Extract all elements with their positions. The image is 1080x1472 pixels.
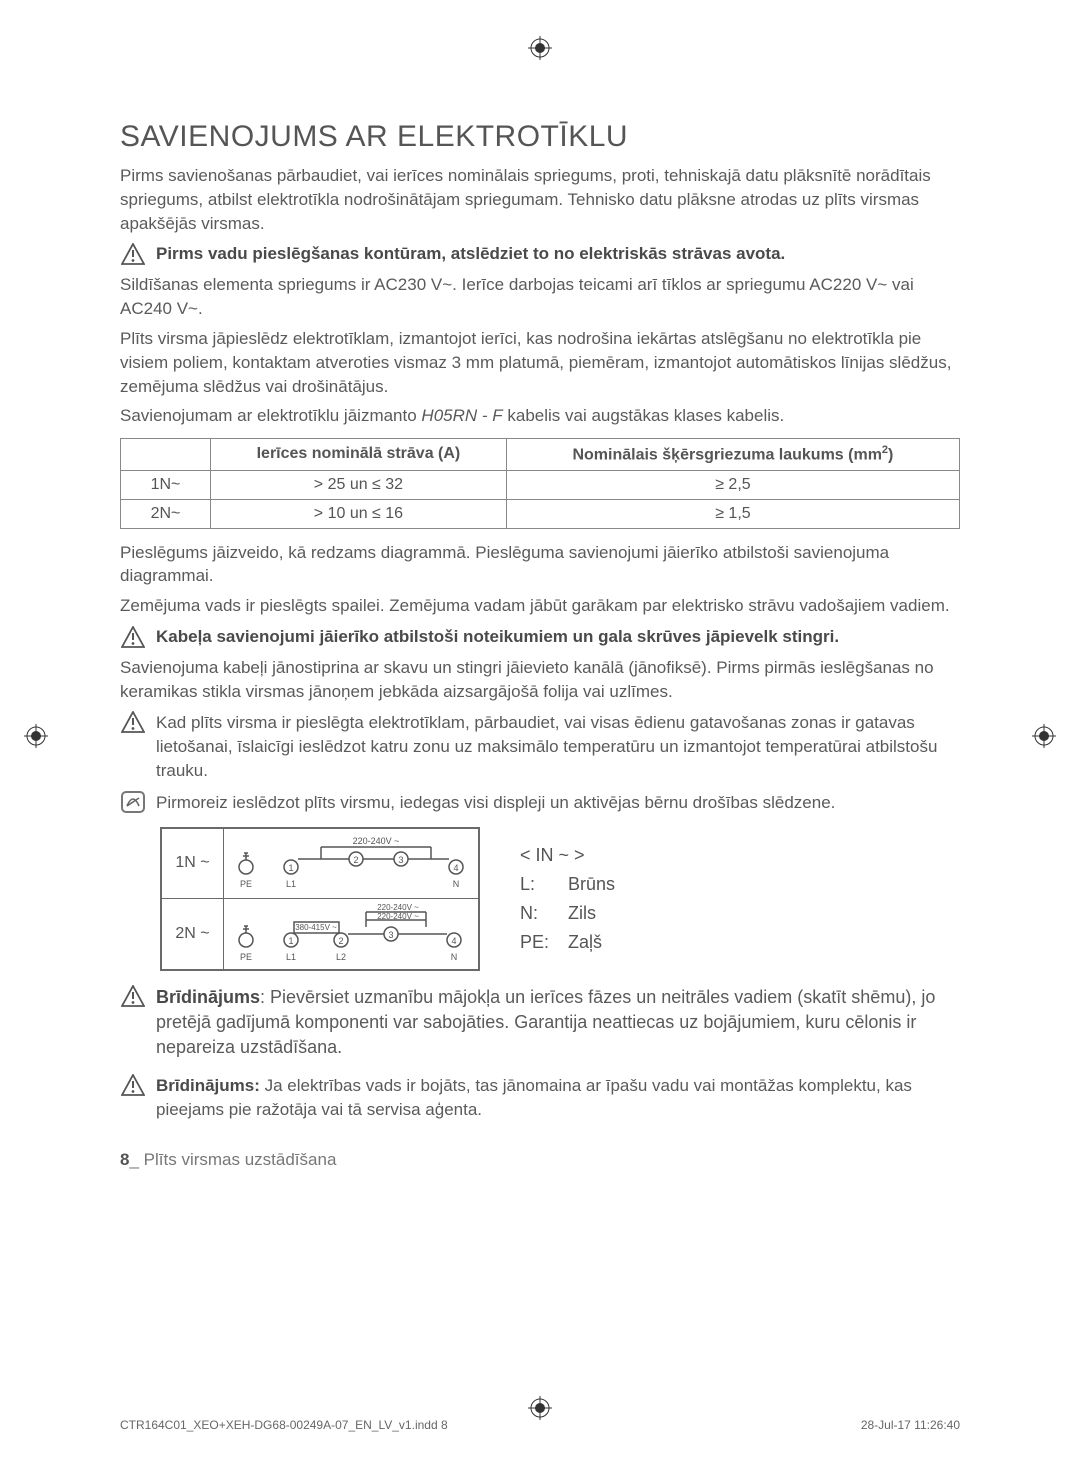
wiring-row-1n: 1N ~ 1 2 3 4 220-240V ~ PE L1 N [162, 829, 478, 899]
wiring-svg-1n: 1 2 3 4 220-240V ~ PE L1 N [224, 829, 478, 897]
warning-icon [120, 1074, 146, 1098]
section-heading: SAVIENOJUMS AR ELEKTROTĪKLU [120, 120, 960, 154]
svg-text:1: 1 [288, 863, 293, 873]
cell: > 10 un ≤ 16 [211, 499, 507, 528]
legend-key: L: [520, 870, 554, 899]
warning-phase: Brīdinājums: Pievērsiet uzmanību mājokļa… [120, 985, 960, 1061]
registration-mark-right [1032, 724, 1056, 748]
warning-cord-text: Brīdinājums: Ja elektrības vads ir bojāt… [156, 1074, 960, 1122]
page-sep: _ [129, 1150, 138, 1169]
svg-text:3: 3 [388, 930, 393, 940]
clamp-paragraph: Savienojuma kabeļi jānostiprina ar skavu… [120, 656, 960, 704]
table-header-row: Ierīces nominālā strāva (A) Nominālais š… [121, 439, 960, 470]
cell: ≥ 1,5 [506, 499, 959, 528]
svg-text:4: 4 [453, 863, 458, 873]
wiring-n: N [453, 879, 460, 889]
wiring-l1b: L1 [286, 952, 296, 962]
cable-text-b: kabelis vai augstākas klases kabelis. [503, 406, 785, 425]
warning-test-zones-text: Kad plīts virsma ir pieslēgta elektrotīk… [156, 711, 960, 782]
legend-row: N: Zils [520, 899, 615, 928]
table-header-current: Ierīces nominālā strāva (A) [211, 439, 507, 470]
note-first-on: Pirmoreiz ieslēdzot plīts virsmu, iedega… [120, 791, 960, 815]
table-header-blank [121, 439, 211, 470]
warning-disconnect: Pirms vadu pieslēgšanas kontūram, atslēd… [120, 243, 960, 267]
cable-type: H05RN - F [421, 406, 502, 425]
wiring-row-2n: 2N ~ 1 2 3 4 380-415V ~ 220-240V ~ [162, 899, 478, 969]
legend-val: Brūns [568, 870, 615, 899]
wiring-label-2n: 2N ~ [162, 899, 224, 969]
table-row: 1N~ > 25 un ≤ 32 ≥ 2,5 [121, 470, 960, 499]
cell: > 25 un ≤ 32 [211, 470, 507, 499]
wiring-diagram: 1N ~ 1 2 3 4 220-240V ~ PE L1 N [160, 827, 480, 971]
legend-val: Zaļš [568, 928, 602, 957]
page-content: SAVIENOJUMS AR ELEKTROTĪKLU Pirms savien… [0, 0, 1080, 1210]
table-row: 2N~ > 10 un ≤ 16 ≥ 1,5 [121, 499, 960, 528]
warn4-body: : Pievērsiet uzmanību mājokļa un ierīces… [156, 987, 935, 1057]
diagram-note: Pieslēgums jāizveido, kā redzams diagram… [120, 541, 960, 589]
intro-paragraph: Pirms savienošanas pārbaudiet, vai ierīc… [120, 164, 960, 235]
warning-icon [120, 985, 146, 1009]
cell: 2N~ [121, 499, 211, 528]
wiring-pe: PE [240, 879, 252, 889]
warning-icon [120, 243, 146, 267]
cell: 1N~ [121, 470, 211, 499]
warning-phase-text: Brīdinājums: Pievērsiet uzmanību mājokļa… [156, 985, 960, 1061]
warning-icon [120, 626, 146, 650]
warning-tighten: Kabeļa savienojumi jāierīko atbilstoši n… [120, 626, 960, 650]
th2-a: Nominālais šķērsgriezuma laukums (mm [572, 447, 881, 464]
connection-paragraph: Plīts virsma jāpieslēdz elektrotīklam, i… [120, 327, 960, 398]
wiring-v2a: 380-415V ~ [295, 923, 337, 932]
wiring-v2c: 220-240V ~ [377, 912, 419, 921]
wiring-svg-2n: 1 2 3 4 380-415V ~ 220-240V ~ 220-240V ~… [224, 900, 478, 968]
svg-text:4: 4 [451, 936, 456, 946]
warning-disconnect-text: Pirms vadu pieslēgšanas kontūram, atslēd… [156, 243, 960, 267]
wiring-n2: N [451, 952, 458, 962]
spec-table: Ierīces nominālā strāva (A) Nominālais š… [120, 438, 960, 528]
warning-test-zones: Kad plīts virsma ir pieslēgta elektrotīk… [120, 711, 960, 782]
warn5-label: Brīdinājums: [156, 1076, 260, 1095]
legend-key: N: [520, 899, 554, 928]
svg-text:2: 2 [338, 936, 343, 946]
svg-text:3: 3 [398, 855, 403, 865]
wiring-l2: L2 [336, 952, 346, 962]
wiring-label-1n: 1N ~ [162, 829, 224, 898]
print-timestamp: 28-Jul-17 11:26:40 [861, 1418, 960, 1432]
table-header-crosssection: Nominālais šķērsgriezuma laukums (mm2) [506, 439, 959, 470]
cable-paragraph: Savienojumam ar elektrotīklu jāizmanto H… [120, 404, 960, 428]
legend-row: L: Brūns [520, 870, 615, 899]
section-name: Plīts virsmas uzstādīšana [139, 1150, 336, 1169]
wiring-l1: L1 [286, 879, 296, 889]
legend-val: Zils [568, 899, 596, 928]
print-metadata: CTR164C01_XEO+XEH-DG68-00249A-07_EN_LV_v… [120, 1418, 960, 1432]
note-first-on-text: Pirmoreiz ieslēdzot plīts virsmu, iedega… [156, 791, 960, 815]
wiring-diagram-row: 1N ~ 1 2 3 4 220-240V ~ PE L1 N [160, 827, 960, 971]
wire-color-legend: < IN ~ > L: Brūns N: Zils PE: Zaļš [520, 841, 615, 956]
svg-text:2: 2 [353, 855, 358, 865]
page-footer: 8_ Plīts virsmas uzstādīšana [120, 1150, 960, 1170]
warning-tighten-text: Kabeļa savienojumi jāierīko atbilstoši n… [156, 626, 960, 650]
registration-mark-bottom [528, 1396, 552, 1420]
warning-icon [120, 711, 146, 735]
print-file: CTR164C01_XEO+XEH-DG68-00249A-07_EN_LV_v… [120, 1418, 448, 1432]
svg-text:1: 1 [288, 936, 293, 946]
note-icon [120, 791, 146, 815]
legend-row: PE: Zaļš [520, 928, 615, 957]
registration-mark-left [24, 724, 48, 748]
cable-text-a: Savienojumam ar elektrotīklu jāizmanto [120, 406, 421, 425]
wiring-v2b: 220-240V ~ [377, 903, 419, 912]
legend-key: PE: [520, 928, 554, 957]
legend-title: < IN ~ > [520, 841, 615, 870]
th2-b: ) [888, 447, 893, 464]
cell: ≥ 2,5 [506, 470, 959, 499]
warn5-body: Ja elektrības vads ir bojāts, tas jānoma… [156, 1076, 912, 1119]
warning-cord: Brīdinājums: Ja elektrības vads ir bojāt… [120, 1074, 960, 1122]
wiring-v-1n: 220-240V ~ [353, 836, 400, 846]
voltage-paragraph: Sildīšanas elementa spriegums ir AC230 V… [120, 273, 960, 321]
ground-note: Zemējuma vads ir pieslēgts spailei. Zemē… [120, 594, 960, 618]
wiring-pe2: PE [240, 952, 252, 962]
registration-mark-top [528, 36, 552, 60]
warn4-label: Brīdinājums [156, 987, 260, 1007]
